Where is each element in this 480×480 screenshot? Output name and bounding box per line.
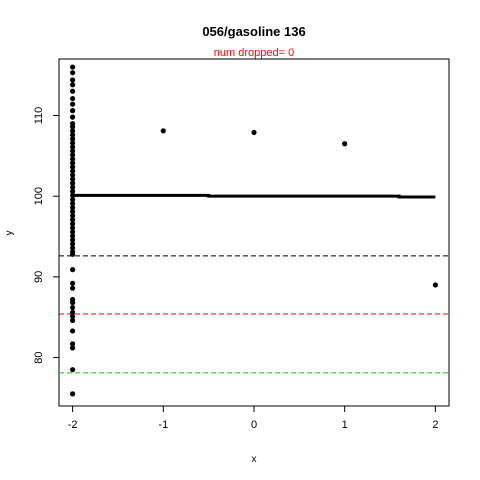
data-point (70, 252, 75, 257)
y-tick-label: 110 (33, 107, 45, 125)
fit-line (73, 195, 436, 197)
y-tick-label: 90 (33, 271, 45, 283)
fit-line-group (73, 195, 436, 197)
data-point (70, 89, 75, 94)
data-points (70, 64, 438, 396)
data-point (433, 282, 438, 287)
data-point (70, 70, 75, 75)
x-tick-label: -1 (158, 419, 168, 431)
plot-area-frame (59, 59, 449, 406)
data-point (70, 305, 75, 310)
y-axis-label: y (4, 231, 15, 236)
data-point (70, 300, 75, 305)
x-tick-label: 0 (251, 419, 257, 431)
x-tick-label: 1 (342, 419, 348, 431)
x-axis-label: x (252, 454, 257, 465)
data-point (251, 130, 256, 135)
data-point (70, 108, 75, 113)
data-point (70, 77, 75, 82)
data-point (70, 267, 75, 272)
data-point (70, 102, 75, 107)
x-tick-label: -2 (68, 419, 78, 431)
data-point (161, 128, 166, 133)
chart-title: 056/gasoline 136 (202, 24, 305, 39)
data-point (70, 328, 75, 333)
data-point (70, 82, 75, 87)
data-point (70, 367, 75, 372)
data-point (70, 286, 75, 291)
y-tick-label: 80 (33, 351, 45, 363)
x-axis: -2 -1 0 1 2 (68, 406, 439, 431)
data-point (70, 115, 75, 120)
data-point (70, 281, 75, 286)
data-point (70, 318, 75, 323)
data-point (70, 64, 75, 69)
y-tick-label: 100 (33, 187, 45, 205)
data-point (70, 96, 75, 101)
data-point (70, 345, 75, 350)
x-tick-label: 2 (432, 419, 438, 431)
chart-subtitle: num dropped= 0 (214, 47, 294, 59)
data-point (70, 391, 75, 396)
data-point (342, 141, 347, 146)
y-axis: 80 90 100 110 (33, 107, 59, 364)
reference-lines (59, 256, 449, 373)
